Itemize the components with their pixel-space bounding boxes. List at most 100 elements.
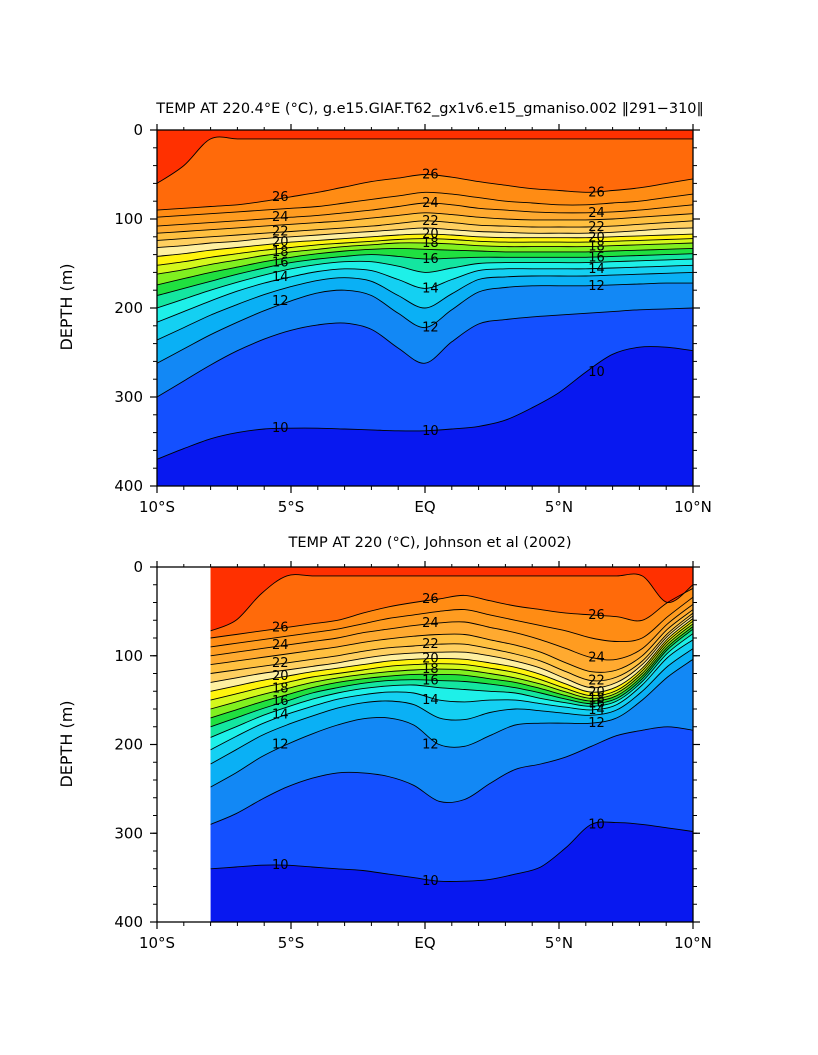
y-tick-label: 400 bbox=[114, 913, 143, 931]
isotherm-14 bbox=[210, 639, 693, 751]
contour-label: 24 bbox=[272, 210, 289, 225]
panel-model: TEMP AT 220.4°E (°C), g.e15.GIAF.T62_gx1… bbox=[57, 101, 712, 516]
contour-label: 12 bbox=[272, 738, 289, 753]
contour-label: 18 bbox=[588, 691, 605, 706]
contour-label: 10 bbox=[588, 365, 605, 380]
contour-label: 12 bbox=[588, 279, 605, 294]
contour-label: 20 bbox=[422, 651, 439, 666]
isotherm-25 bbox=[157, 191, 693, 218]
isotherm-26 bbox=[157, 174, 693, 211]
contour-label: 18 bbox=[422, 662, 439, 677]
panel-observations: TEMP AT 220 (°C), Johnson et al (2002) 2… bbox=[57, 535, 712, 952]
y-tick-label: 0 bbox=[133, 558, 143, 576]
contour-label: 26 bbox=[588, 608, 605, 623]
contour-label: 20 bbox=[588, 685, 605, 700]
contour-label: 22 bbox=[588, 674, 605, 689]
x-tick-label: EQ bbox=[414, 498, 435, 516]
isotherm-16 bbox=[210, 628, 693, 728]
contour-label: 12 bbox=[272, 294, 289, 309]
x-tick-label: 5°S bbox=[278, 934, 305, 952]
contour-label: 16 bbox=[422, 252, 439, 267]
contour-label: 24 bbox=[588, 651, 605, 666]
x-tick-label: 5°N bbox=[545, 498, 573, 516]
isotherm-14 bbox=[157, 264, 693, 323]
contour-label: 24 bbox=[588, 206, 605, 221]
contour-fills-observations bbox=[210, 567, 693, 922]
contour-label: 20 bbox=[588, 231, 605, 246]
x-tick-label: 5°S bbox=[278, 498, 305, 516]
isotherm-18 bbox=[210, 623, 693, 710]
y-tick-label: 200 bbox=[114, 736, 143, 754]
isotherm-23 bbox=[157, 212, 693, 234]
x-tick-label: 10°S bbox=[139, 498, 175, 516]
isotherm-20 bbox=[210, 618, 693, 693]
isotherm-17 bbox=[210, 626, 693, 719]
x-tick-label: 5°N bbox=[545, 934, 573, 952]
contour-label: 20 bbox=[272, 669, 289, 684]
isotherm-23 bbox=[210, 609, 693, 673]
isotherm-21 bbox=[210, 615, 693, 689]
contour-label: 22 bbox=[588, 220, 605, 235]
contour-label: 18 bbox=[272, 245, 289, 260]
isotherm-19 bbox=[157, 238, 693, 266]
isotherm-13 bbox=[157, 271, 693, 341]
contour-label: 10 bbox=[422, 874, 439, 889]
temp-band-26 bbox=[210, 567, 693, 638]
contour-label: 20 bbox=[272, 235, 289, 250]
contour-label: 26 bbox=[422, 168, 439, 183]
contour-label: 24 bbox=[422, 196, 439, 211]
isotherm-15 bbox=[210, 633, 693, 738]
contour-label: 18 bbox=[588, 240, 605, 255]
contour-label: 24 bbox=[422, 616, 439, 631]
isotherm-24 bbox=[210, 603, 693, 661]
x-axis-model: 10°S 5°S EQ 5°N 10°N bbox=[139, 124, 712, 516]
contour-label: 16 bbox=[272, 256, 289, 271]
contour-label: 16 bbox=[272, 694, 289, 709]
isotherm-21 bbox=[157, 227, 693, 248]
isotherm-11 bbox=[210, 726, 693, 825]
contour-label: 20 bbox=[422, 227, 439, 242]
isotherm-15 bbox=[157, 258, 693, 309]
isotherm-27 bbox=[157, 136, 693, 184]
contour-label: 10 bbox=[272, 858, 289, 873]
contour-lines-observations bbox=[210, 573, 693, 882]
y-axis-model: 0 100 200 300 400 bbox=[114, 121, 700, 495]
isotherm-22 bbox=[210, 612, 693, 682]
y-tick-label: 300 bbox=[114, 824, 143, 842]
contour-label: 26 bbox=[588, 185, 605, 200]
y-tick-label: 300 bbox=[114, 388, 143, 406]
contour-label: 14 bbox=[422, 281, 439, 296]
contour-label: 16 bbox=[422, 674, 439, 689]
isotherm-10 bbox=[210, 821, 693, 882]
y-tick-label: 400 bbox=[114, 477, 143, 495]
contour-lines-model bbox=[157, 136, 693, 460]
isotherm-22 bbox=[157, 220, 693, 241]
isotherm-12 bbox=[157, 282, 693, 364]
contour-label: 10 bbox=[588, 817, 605, 832]
isotherm-16 bbox=[157, 253, 693, 296]
y-tick-label: 0 bbox=[133, 121, 143, 139]
contour-label: 14 bbox=[588, 703, 605, 718]
x-tick-label: 10°S bbox=[139, 934, 175, 952]
isotherm-11 bbox=[157, 307, 693, 398]
contour-label: 22 bbox=[272, 224, 289, 239]
contour-label: 26 bbox=[422, 592, 439, 607]
isotherm-24 bbox=[157, 202, 693, 227]
contour-label: 22 bbox=[272, 656, 289, 671]
y-axis-label-model: DEPTH (m) bbox=[57, 263, 76, 350]
isotherm-12 bbox=[210, 658, 693, 788]
contour-label: 14 bbox=[272, 270, 289, 285]
isotherm-19 bbox=[210, 620, 693, 701]
y-axis-label-observations: DEPTH (m) bbox=[57, 700, 76, 787]
contour-label: 10 bbox=[422, 424, 439, 439]
isotherm-10 bbox=[157, 346, 693, 460]
x-tick-label: 10°N bbox=[674, 934, 712, 952]
isotherm-18 bbox=[157, 242, 693, 275]
temp-band-27 bbox=[157, 130, 693, 184]
contour-label: 26 bbox=[272, 620, 289, 635]
y-axis-observations: 0 100 200 300 400 bbox=[114, 558, 700, 931]
contour-label: 14 bbox=[588, 262, 605, 277]
contour-labels-observations: 2626262424242222222020201818181616161414… bbox=[272, 592, 605, 889]
